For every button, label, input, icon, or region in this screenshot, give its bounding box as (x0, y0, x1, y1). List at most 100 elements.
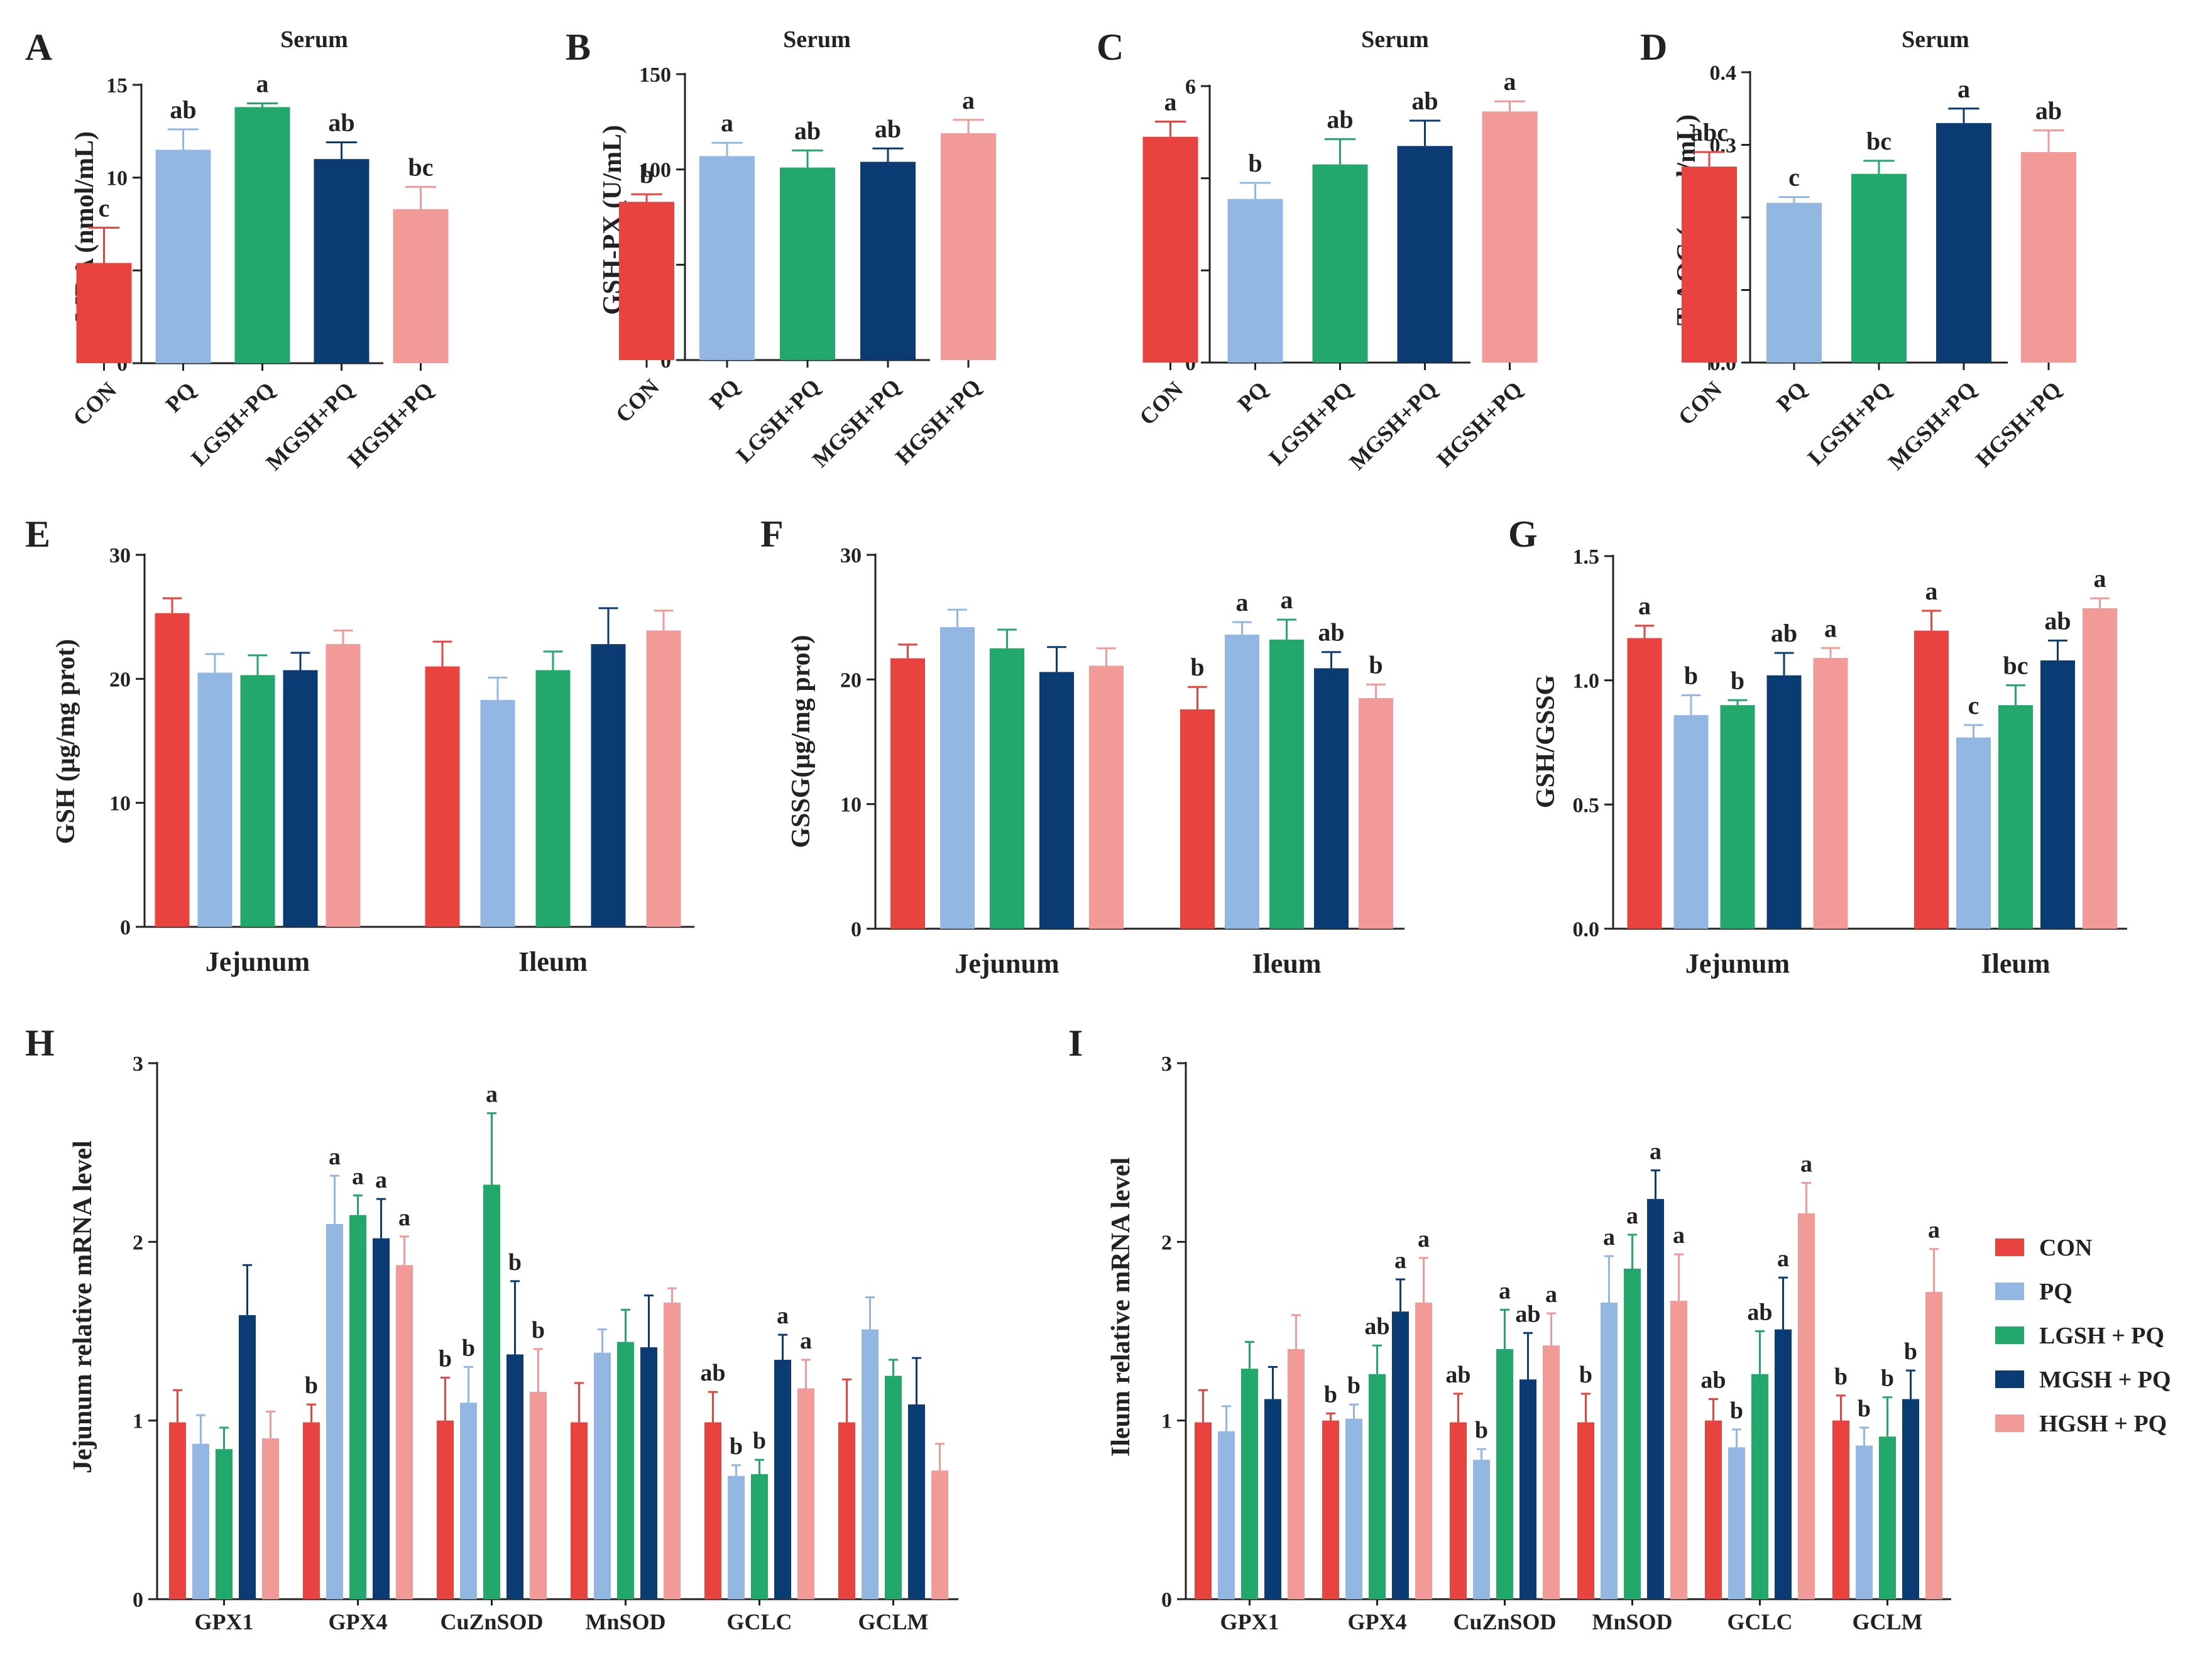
panel-i-group-label: GPX1 (1220, 1609, 1279, 1634)
panel-f-1-0-bar (1180, 709, 1215, 929)
panel-i-4-3-bar (1775, 1329, 1792, 1599)
panel-h-1-2-bar (349, 1215, 366, 1599)
panel-f-1-4-significance-label: b (1369, 650, 1382, 679)
panel-a-letter: A (25, 26, 52, 68)
panel-c-chart: 0246SOD (U/mL)CSerumaCONbPQabLGSH+PQabMG… (1097, 26, 1538, 474)
panel-i-5-4-significance-label: a (1928, 1217, 1940, 1244)
panel-g-1-2-significance-label: bc (2003, 652, 2029, 680)
panel-g-1-4-bar (2083, 608, 2117, 929)
legend-label: MGSH + PQ (2039, 1367, 2171, 1393)
panel-c-4-significance-label: a (1504, 67, 1516, 96)
panel-c-category-label: CON (1134, 376, 1188, 430)
panel-d-4-bar (2021, 152, 2076, 363)
panel-c-1-bar (1227, 199, 1283, 363)
panel-h-4-0-significance-label: ab (700, 1360, 725, 1386)
panel-d-letter: D (1640, 26, 1667, 68)
panel-f-1-0-significance-label: b (1190, 653, 1204, 681)
panel-h-0-0-bar (169, 1422, 186, 1599)
panel-c-0-significance-label: a (1164, 87, 1177, 116)
panel-i-group-label: MnSOD (1592, 1609, 1672, 1634)
panel-a-1-bar (155, 150, 211, 363)
panel-h-1-1-bar (326, 1223, 343, 1599)
panel-a-category-label: PQ (161, 377, 201, 417)
legend-label: PQ (2039, 1279, 2072, 1305)
panel-a-4-bar (393, 209, 449, 363)
panel-i-4-4-bar (1798, 1213, 1815, 1599)
panel-h-1-3-bar (373, 1238, 390, 1599)
panel-e-1-3-bar (591, 644, 626, 927)
panel-b-category-label: MGSH+PQ (808, 374, 906, 472)
panel-g-0-4-bar (1813, 658, 1848, 929)
panel-i-3-2-bar (1624, 1268, 1641, 1599)
panel-f-group-label: Ileum (1252, 948, 1322, 979)
panel-i-1-2-significance-label: ab (1364, 1313, 1389, 1340)
panel-g-0-1-bar (1673, 715, 1709, 929)
panel-h-4-4-significance-label: a (800, 1328, 812, 1354)
panel-f-ytick-label: 0 (851, 918, 862, 941)
panel-h-1-3-significance-label: a (375, 1167, 387, 1193)
panel-d-2-significance-label: bc (1866, 127, 1892, 155)
legend-label: LGSH + PQ (2039, 1323, 2164, 1349)
panel-b-letter: B (566, 26, 591, 68)
panel-g-0-1-significance-label: b (1684, 661, 1698, 689)
panel-h-3-0-bar (571, 1422, 588, 1599)
panel-i-3-1-significance-label: a (1603, 1224, 1615, 1250)
panel-i-3-3-bar (1647, 1199, 1664, 1599)
panel-f-1-2-significance-label: a (1281, 586, 1293, 614)
panel-b-4-bar (941, 133, 996, 361)
panel-e-0-4-bar (326, 644, 361, 927)
panel-g-0-0-significance-label: a (1638, 592, 1651, 620)
panel-h-3-2-bar (617, 1342, 634, 1599)
panel-f-1-4-bar (1359, 698, 1393, 929)
panel-i-2-2-significance-label: a (1499, 1277, 1511, 1304)
panel-d-1-significance-label: c (1788, 163, 1800, 192)
panel-e-y-axis-label: GSH (μg/mg prot) (52, 639, 80, 844)
panel-h-1-1-significance-label: a (329, 1144, 341, 1170)
panel-d-category-label: CON (1673, 376, 1727, 430)
panel-i-3-2-significance-label: a (1626, 1203, 1638, 1229)
panel-g-ytick-label: 0.5 (1573, 794, 1600, 817)
panel-i-2-3-significance-label: ab (1515, 1301, 1540, 1327)
legend-label: CON (2039, 1235, 2092, 1261)
panel-h-5-4-bar (931, 1470, 948, 1599)
panel-i-1-3-significance-label: a (1394, 1247, 1406, 1274)
panel-i-1-1-significance-label: b (1347, 1372, 1361, 1399)
panel-i-3-0-bar (1577, 1422, 1594, 1599)
panel-h-0-1-bar (192, 1443, 209, 1599)
panel-e-ytick-label: 0 (120, 916, 131, 939)
panel-i-4-4-significance-label: a (1800, 1151, 1812, 1178)
panel-h-4-2-bar (751, 1474, 768, 1599)
panel-i-letter: I (1068, 1022, 1083, 1064)
panel-b-1-significance-label: a (721, 109, 733, 137)
panel-h-3-4-bar (664, 1303, 681, 1599)
panel-h-group-label: MnSOD (585, 1609, 665, 1634)
panel-b-title: Serum (783, 26, 851, 53)
panel-c-2-significance-label: ab (1327, 105, 1353, 133)
panel-i-1-4-significance-label: a (1418, 1226, 1430, 1252)
panel-i-4-2-bar (1751, 1374, 1768, 1599)
panel-a-title: Serum (280, 26, 348, 53)
panel-a-ytick-label: 15 (106, 74, 128, 97)
panel-a-chart: 051015MDA (nmol/mL)ASerumcCONabPQaLGSH+P… (25, 26, 449, 475)
legend-label: HGSH + PQ (2039, 1411, 2167, 1437)
panel-e-0-3-bar (283, 670, 318, 927)
panel-b-chart: 050100150GSH-PX (U/mL)BSerumbCONaPQabLGS… (566, 26, 996, 472)
panel-d-ytick-label: 0.3 (1710, 134, 1737, 158)
panel-i-ytick-label: 0 (1161, 1589, 1172, 1612)
panel-e-ytick-label: 20 (109, 668, 131, 691)
panel-g-1-1-bar (1956, 737, 1991, 929)
panel-f-ytick-label: 30 (840, 544, 862, 567)
panel-h-ytick-label: 1 (133, 1410, 143, 1433)
panel-f-0-1-bar (940, 627, 975, 929)
panel-g-ytick-label: 1.5 (1573, 545, 1600, 569)
panel-g-group-label: Jejunum (1685, 948, 1790, 979)
panel-c-0-bar (1142, 136, 1198, 363)
panel-h-3-3-bar (640, 1347, 657, 1599)
panel-g-0-4-significance-label: a (1824, 614, 1837, 642)
panel-b-2-significance-label: ab (794, 116, 821, 145)
panel-h-5-2-bar (885, 1375, 902, 1599)
